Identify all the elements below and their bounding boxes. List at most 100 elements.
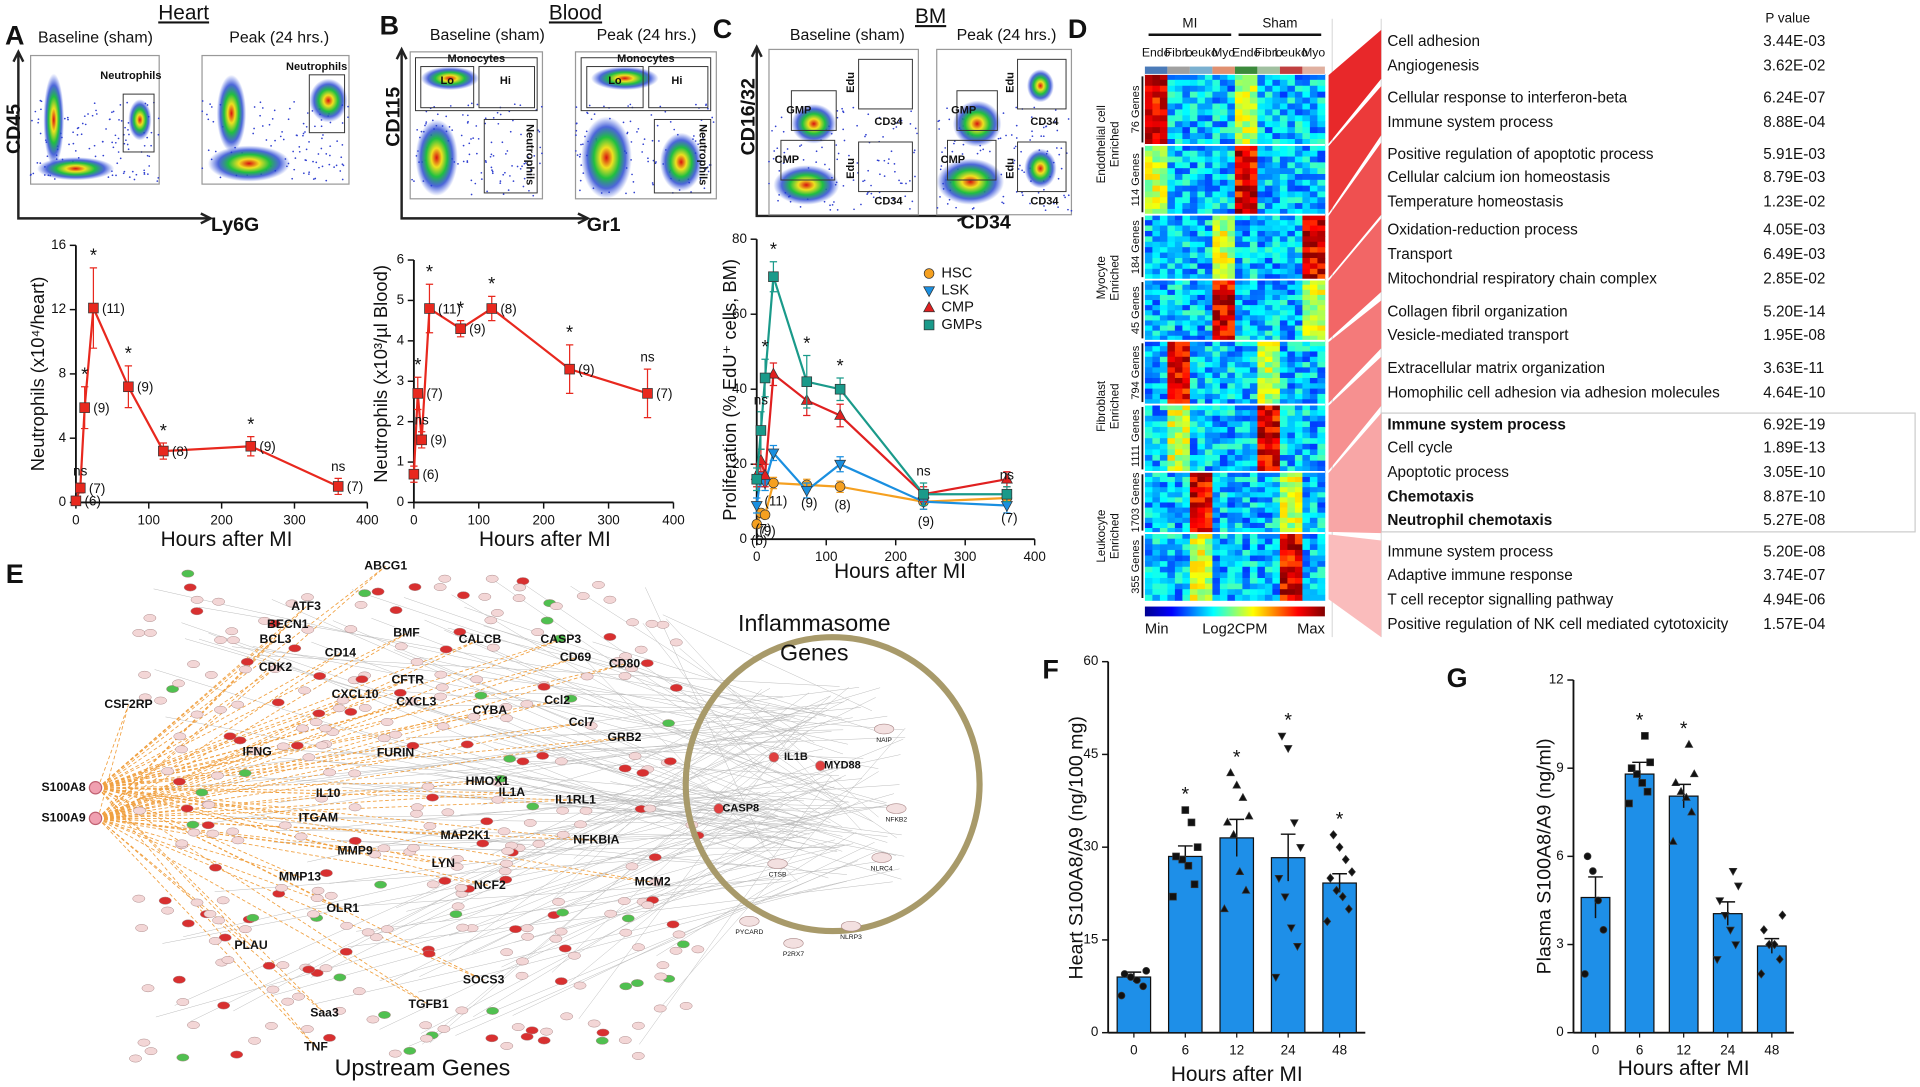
heatmap-cell	[1294, 443, 1303, 450]
heatmap-cell	[1279, 497, 1288, 503]
heatmap-cell	[1227, 203, 1236, 210]
heatmap-cell	[1242, 527, 1251, 534]
network-node	[187, 828, 201, 837]
heatmap-cell	[1204, 109, 1213, 116]
data-point	[1633, 770, 1641, 778]
heatmap-cell	[1287, 346, 1296, 352]
flow-dot	[315, 161, 318, 164]
heatmap-cell	[1264, 566, 1273, 573]
heatmap-cell	[1234, 388, 1243, 395]
heatmap-cell	[1242, 507, 1251, 514]
network-node	[408, 583, 422, 591]
upstream-edge	[97, 818, 429, 1005]
enrichment-link	[1328, 142, 1382, 279]
flow-dot	[831, 203, 834, 206]
heatmap-cell	[1212, 388, 1221, 395]
heatmap-cell	[1249, 594, 1258, 601]
heatmap-cell	[1197, 566, 1206, 573]
network-edge	[522, 582, 897, 839]
heatmap-cell	[1197, 487, 1206, 493]
heatmap-cell	[1167, 257, 1176, 264]
heatmap-cell	[1242, 197, 1251, 204]
heatmap-cell	[1152, 144, 1161, 152]
heatmap-cell	[1197, 168, 1206, 175]
flow-dot	[341, 122, 344, 124]
heatmap-cell	[1182, 460, 1191, 467]
flow-dot	[281, 131, 283, 133]
heatmap-cell	[1294, 133, 1303, 140]
heatmap-cell	[1204, 305, 1213, 311]
heatmap-cell	[1159, 220, 1168, 226]
heatmap-cell	[1257, 372, 1266, 379]
upstream-edge	[97, 787, 597, 841]
heatmap-cell	[1272, 103, 1281, 110]
flow-density	[952, 100, 1002, 147]
network-edge	[656, 831, 857, 957]
marker	[245, 440, 257, 452]
heatmap-cell	[1249, 443, 1258, 450]
heatmap-cell	[1249, 203, 1258, 210]
flow-dot	[705, 104, 707, 107]
heatmap-cell	[1242, 362, 1251, 368]
heatmap-cell	[1219, 284, 1228, 291]
heatmap-cell	[1272, 404, 1281, 411]
series-line	[74, 303, 339, 502]
heatmap-cell	[1279, 487, 1288, 493]
heatmap-cell	[1309, 79, 1318, 87]
group-label: Myocyte	[1095, 256, 1108, 299]
flow-dot	[201, 167, 204, 170]
heatmap-cell	[1234, 85, 1243, 93]
heatmap-cell	[1144, 538, 1153, 545]
flow-dot	[1021, 191, 1023, 194]
network-node	[516, 757, 530, 766]
flow-density	[773, 165, 840, 205]
heatmap-cell	[1279, 476, 1288, 483]
heatmap-cell	[1144, 241, 1153, 248]
flow-dot	[1054, 121, 1056, 123]
heatmap-cell	[1309, 300, 1318, 306]
upstream-edge	[97, 722, 582, 819]
heatmap-cell	[1309, 252, 1318, 259]
heatmap-cell	[1152, 356, 1161, 363]
heatmap-cell	[1249, 191, 1258, 198]
heatmap-cell	[1174, 372, 1183, 379]
heatmap-cell	[1264, 512, 1273, 519]
x-tick-label: 24	[1281, 1043, 1296, 1058]
heatmap-cell	[1309, 127, 1318, 134]
heatmap-cell	[1219, 103, 1228, 110]
network-node	[275, 884, 288, 892]
heatmap-cell	[1317, 79, 1326, 87]
network-node	[312, 709, 326, 718]
heatmap-cell	[1249, 538, 1258, 545]
heatmap-cell	[1279, 466, 1288, 473]
network-node	[434, 692, 447, 701]
heatmap-cell	[1287, 168, 1296, 175]
heatmap-cell	[1159, 449, 1168, 456]
flow-dot	[800, 144, 803, 146]
heatmap-cell	[1302, 214, 1311, 221]
y-axis-label: Plasma S100A8/A9 (ng/ml)	[1533, 738, 1555, 974]
n-label: (9)	[430, 433, 446, 448]
heatmap-cell	[1174, 115, 1183, 122]
network-edge	[174, 725, 800, 1006]
heatmap-cell	[1234, 91, 1243, 98]
flow-dot	[462, 144, 465, 147]
flow-dot	[127, 129, 129, 131]
heatmap-cell	[1189, 97, 1198, 104]
heatmap-cell	[1219, 279, 1228, 286]
flow-dot	[944, 147, 947, 149]
heatmap-cell	[1272, 549, 1281, 556]
gate-label: Edu	[1005, 72, 1017, 93]
network-node	[632, 1021, 645, 1030]
flow-dot	[647, 160, 649, 163]
heatmap-cell	[1174, 497, 1183, 503]
upstream-edge	[97, 667, 276, 819]
heatmap-cell	[1279, 315, 1288, 321]
flow-dot	[1015, 124, 1018, 127]
heatmap-cell	[1152, 340, 1161, 347]
heatmap-cell	[1174, 512, 1183, 519]
network-node	[137, 1038, 151, 1047]
heatmap-cell	[1227, 533, 1236, 540]
network-edge	[179, 717, 853, 829]
heatmap-cell	[1249, 294, 1258, 301]
